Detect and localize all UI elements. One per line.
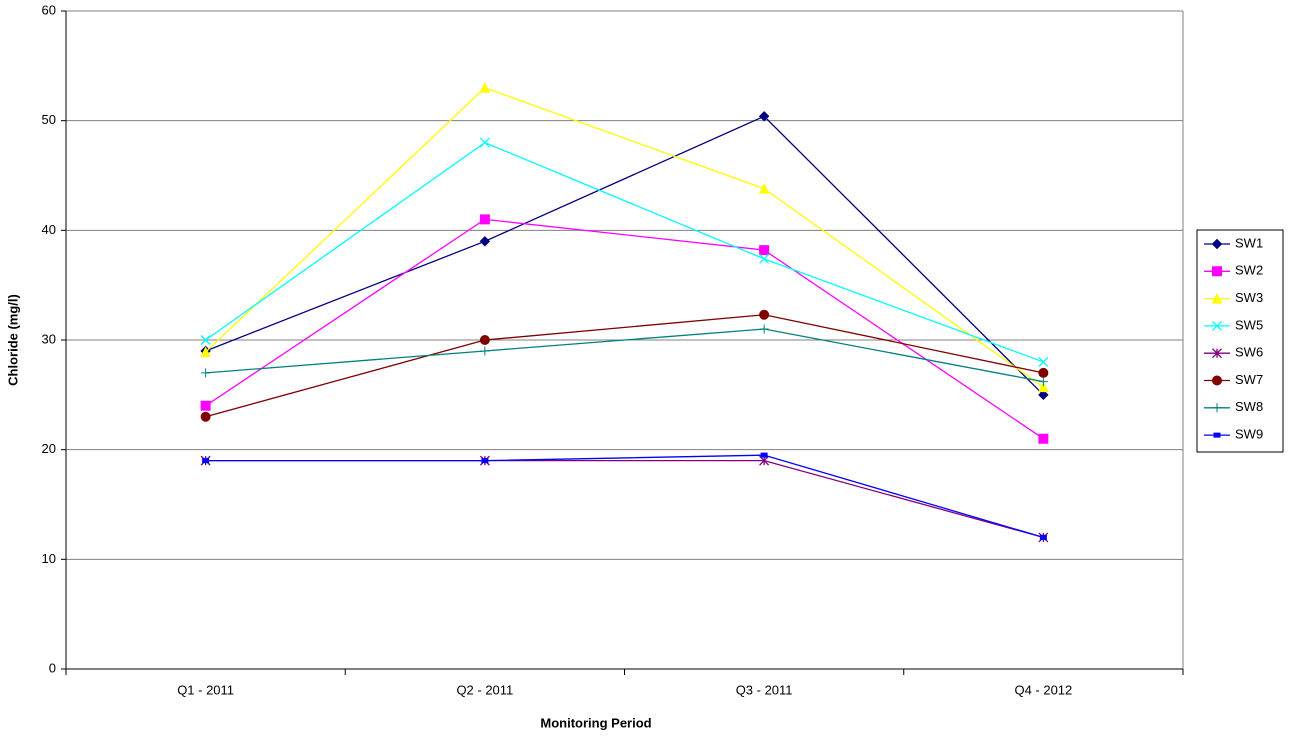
- data-point: [480, 346, 490, 356]
- x-tick-label: Q3 - 2011: [736, 682, 793, 697]
- series-line: [205, 218, 1044, 440]
- series-line: [205, 459, 1044, 539]
- series-line: [205, 328, 1044, 383]
- data-point: [479, 137, 490, 148]
- y-tick-label: 30: [42, 331, 56, 346]
- data-point: [200, 400, 211, 411]
- legend-marker: [1211, 292, 1223, 304]
- legend-label: SW8: [1235, 399, 1263, 414]
- data-point: [760, 452, 768, 458]
- legend-label: SW6: [1235, 345, 1263, 360]
- y-tick-label: 40: [42, 222, 56, 237]
- series-line: [205, 454, 1044, 539]
- data-point: [200, 411, 211, 422]
- data-point: [479, 236, 491, 247]
- y-tick-label: 50: [42, 112, 56, 127]
- legend-label: SW9: [1235, 427, 1263, 442]
- legend-marker: [1212, 403, 1222, 413]
- data-point: [759, 245, 770, 256]
- data-point: [759, 253, 770, 264]
- legend-marker: [1211, 238, 1223, 250]
- data-point: [200, 335, 211, 345]
- data-point: [1038, 377, 1048, 387]
- y-tick-label: 10: [42, 551, 56, 566]
- x-tick-label: Q1 - 2011: [177, 682, 234, 697]
- series-line: [205, 141, 1044, 363]
- data-point: [201, 368, 211, 378]
- x-tick-label: Q2 - 2011: [456, 682, 513, 697]
- y-tick-label: 20: [42, 441, 56, 456]
- data-point: [200, 346, 211, 358]
- data-point: [758, 183, 770, 194]
- legend-marker: [1213, 432, 1221, 438]
- data-point: [1038, 367, 1049, 378]
- data-point: [1039, 534, 1047, 540]
- data-point: [479, 214, 490, 225]
- legend-label: SW3: [1235, 290, 1263, 305]
- legend-label: SW2: [1235, 263, 1263, 278]
- legend-label: SW7: [1235, 372, 1263, 387]
- legend-label: SW5: [1235, 317, 1263, 332]
- data-point: [202, 458, 210, 464]
- legend-marker: [1211, 375, 1223, 386]
- data-point: [759, 324, 769, 334]
- y-tick-label: 0: [49, 660, 56, 675]
- data-point: [758, 111, 770, 122]
- data-point: [759, 309, 770, 320]
- series-line: [205, 115, 1044, 396]
- data-point: [1038, 389, 1049, 401]
- data-point: [479, 82, 491, 93]
- legend-marker: [1212, 348, 1222, 359]
- data-point: [481, 458, 489, 464]
- y-axis-title: Chloride (mg/l): [5, 294, 20, 386]
- y-tick-label: 60: [42, 2, 56, 17]
- x-axis-title: Monitoring Period: [540, 715, 651, 730]
- data-point: [1038, 356, 1049, 367]
- data-point: [479, 335, 490, 345]
- series-line: [205, 314, 1044, 418]
- legend-marker: [1212, 266, 1222, 277]
- series-line: [205, 87, 1044, 388]
- data-point: [1038, 433, 1049, 444]
- legend-box: [1196, 229, 1284, 453]
- data-point: [1038, 381, 1049, 393]
- legend-marker: [1212, 320, 1222, 331]
- x-tick-label: Q4 - 2012: [1014, 682, 1072, 697]
- legend-label: SW1: [1235, 235, 1263, 250]
